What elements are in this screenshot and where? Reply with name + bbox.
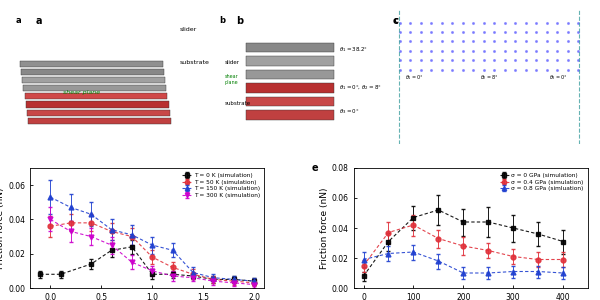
- FancyBboxPatch shape: [246, 56, 334, 66]
- Text: e: e: [311, 163, 318, 173]
- FancyBboxPatch shape: [21, 69, 164, 75]
- FancyBboxPatch shape: [26, 101, 169, 108]
- Text: c: c: [394, 16, 399, 25]
- Text: substrate: substrate: [224, 101, 251, 106]
- FancyBboxPatch shape: [246, 97, 334, 106]
- Text: shear
plane: shear plane: [224, 74, 238, 85]
- FancyBboxPatch shape: [246, 110, 334, 120]
- FancyBboxPatch shape: [28, 118, 171, 124]
- Text: $\theta_3=0°$: $\theta_3=0°$: [549, 73, 568, 82]
- FancyBboxPatch shape: [23, 85, 166, 91]
- Text: substrate: substrate: [179, 61, 209, 65]
- Text: $\theta_1=0°$: $\theta_1=0°$: [404, 73, 423, 82]
- Y-axis label: Friction force (nN): Friction force (nN): [320, 187, 329, 269]
- Legend: σ = 0 GPa (simulation), σ = 0.4 GPa (simulation), σ = 0.8 GPa (simluation): σ = 0 GPa (simulation), σ = 0.4 GPa (sim…: [498, 171, 585, 193]
- FancyBboxPatch shape: [20, 61, 163, 67]
- FancyBboxPatch shape: [27, 110, 170, 116]
- Text: $\theta_2=8°$: $\theta_2=8°$: [480, 73, 498, 82]
- Text: $\theta_1=0°$, $\theta_2=8°$: $\theta_1=0°$, $\theta_2=8°$: [338, 83, 382, 92]
- Text: b: b: [236, 16, 244, 26]
- FancyBboxPatch shape: [22, 77, 165, 83]
- Text: shear plane: shear plane: [63, 90, 100, 95]
- Text: slider: slider: [179, 27, 197, 32]
- Text: slider: slider: [224, 61, 239, 65]
- Text: c: c: [392, 16, 398, 26]
- FancyBboxPatch shape: [246, 70, 334, 79]
- Y-axis label: Friction force (nN): Friction force (nN): [0, 187, 5, 269]
- Legend: T = 0 K (simulation), T = 50 K (simulation), T = 150 K (simulation), T = 300 K (: T = 0 K (simulation), T = 50 K (simulati…: [181, 171, 262, 200]
- FancyBboxPatch shape: [246, 83, 334, 93]
- Text: a: a: [16, 16, 22, 25]
- Text: $\theta_3=0°$: $\theta_3=0°$: [338, 107, 359, 116]
- FancyBboxPatch shape: [246, 43, 334, 52]
- FancyBboxPatch shape: [25, 93, 167, 99]
- Text: b: b: [220, 16, 226, 25]
- Text: $\theta_1=38.2°$: $\theta_1=38.2°$: [338, 45, 368, 54]
- Text: a: a: [35, 16, 42, 26]
